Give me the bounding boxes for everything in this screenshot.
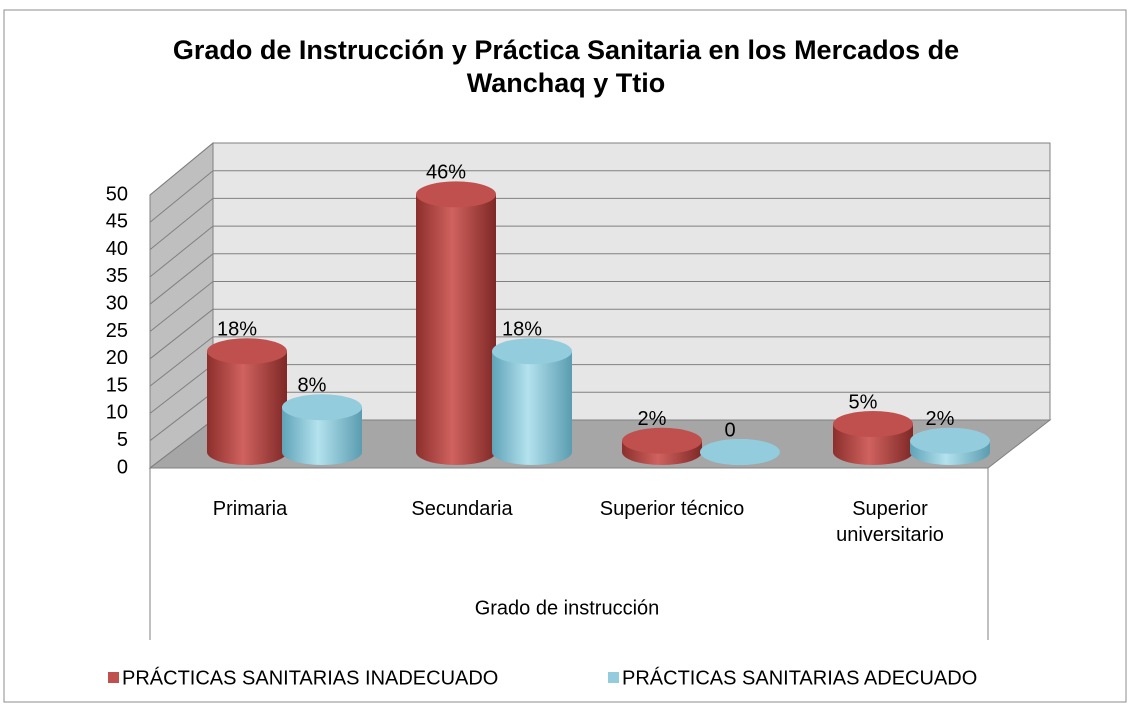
y-tick-label: 20 <box>106 347 128 369</box>
bar <box>207 338 287 465</box>
bar <box>622 427 702 465</box>
grid-line <box>149 391 214 442</box>
y-tick-label: 45 <box>106 211 128 233</box>
x-tick-label: Superior técnico <box>599 498 745 520</box>
y-tick-label: 5 <box>117 429 128 451</box>
grid-line <box>149 336 214 387</box>
bar <box>492 338 572 465</box>
bar <box>910 427 990 465</box>
data-label: 18% <box>502 318 542 340</box>
data-label: 2% <box>638 408 667 430</box>
bar <box>833 411 913 465</box>
data-label: 0 <box>724 419 735 441</box>
grid-line <box>149 170 214 223</box>
y-tick-label: 40 <box>106 238 128 260</box>
data-label: 2% <box>926 408 955 430</box>
grid-line <box>149 308 214 360</box>
legend-swatch <box>108 672 119 683</box>
bar <box>416 181 496 465</box>
bar <box>282 394 362 465</box>
grid-line <box>149 142 214 196</box>
bar <box>700 439 780 465</box>
data-label: 5% <box>849 391 878 413</box>
legend-label: PRÁCTICAS SANITARIAS INADECUADO <box>122 666 498 689</box>
grid-line <box>149 253 214 305</box>
grid-line <box>149 225 214 278</box>
x-tick-label: Secundaria <box>411 498 513 520</box>
y-tick-label: 10 <box>106 402 128 424</box>
y-tick-label: 15 <box>106 374 128 396</box>
grid-line <box>149 281 214 332</box>
grid-line <box>149 419 214 469</box>
side-wall <box>149 141 214 470</box>
y-tick-label: 30 <box>106 292 128 314</box>
y-tick-label: 25 <box>106 320 128 342</box>
x-axis-label: Grado de instrucción <box>475 597 660 619</box>
grid-line <box>149 364 214 414</box>
data-label: 18% <box>217 318 257 340</box>
chart-title: Grado de Instrucción y Práctica Sanitari… <box>172 35 960 98</box>
x-tick-label: Superior universitario <box>836 498 944 546</box>
legend-label: PRÁCTICAS SANITARIAS ADECUADO <box>622 666 977 689</box>
x-tick-label: Primaria <box>212 498 288 520</box>
y-tick-label: 35 <box>106 265 128 287</box>
y-tick-label: 0 <box>117 456 128 478</box>
data-label: 46% <box>426 162 466 184</box>
grid-line <box>149 198 214 250</box>
legend-swatch <box>608 672 619 683</box>
y-tick-label: 50 <box>106 183 128 205</box>
data-label: 8% <box>298 374 327 396</box>
